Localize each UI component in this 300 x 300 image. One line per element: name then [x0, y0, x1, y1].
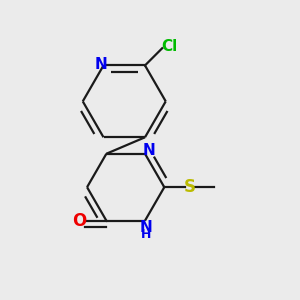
Text: N: N: [143, 143, 156, 158]
Text: N: N: [140, 220, 153, 235]
Text: O: O: [72, 212, 86, 230]
Text: H: H: [141, 228, 152, 241]
Text: N: N: [94, 56, 107, 71]
Text: S: S: [184, 178, 196, 196]
Text: Cl: Cl: [161, 39, 178, 54]
